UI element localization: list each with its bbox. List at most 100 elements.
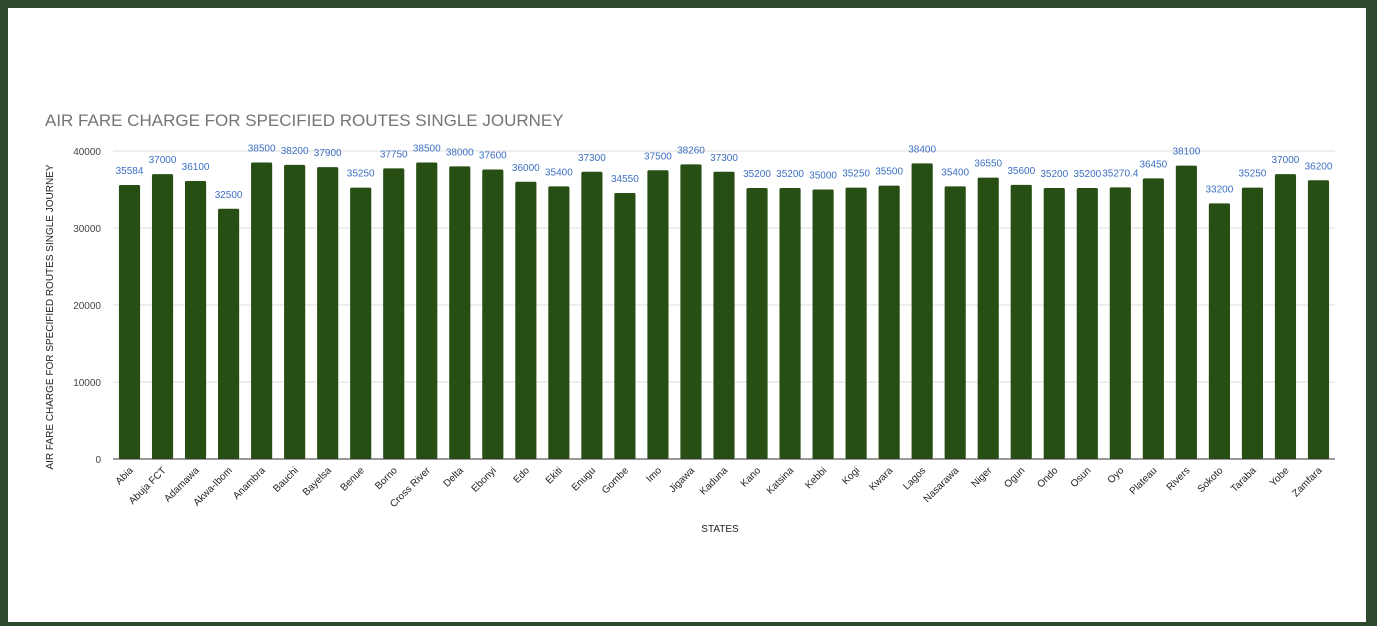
category-label: Imo xyxy=(645,465,665,485)
category-label: Borno xyxy=(373,465,400,492)
data-label: 36100 xyxy=(182,162,210,173)
data-label: 35000 xyxy=(809,171,837,182)
y-tick-label: 10000 xyxy=(73,378,101,389)
bar xyxy=(1208,203,1230,459)
bar xyxy=(911,163,933,459)
data-label: 36000 xyxy=(512,163,540,174)
bar xyxy=(416,162,438,460)
category-label: Osun xyxy=(1069,465,1094,490)
category-label: Anambra xyxy=(231,465,268,502)
bar xyxy=(845,187,867,459)
bar xyxy=(515,181,537,460)
data-label: 36450 xyxy=(1139,159,1167,170)
data-label: 37600 xyxy=(479,150,507,161)
category-label: Sokoto xyxy=(1196,465,1226,495)
data-label: 38100 xyxy=(1172,147,1200,158)
data-label: 35200 xyxy=(1040,169,1068,180)
category-label: Lagos xyxy=(901,465,928,492)
bar xyxy=(482,169,504,460)
chart-frame: AIR FARE CHARGE FOR SPECIFIED ROUTES SIN… xyxy=(6,6,1368,624)
bar xyxy=(449,166,471,459)
data-label: 38260 xyxy=(677,145,705,156)
data-label: 38400 xyxy=(908,144,936,155)
data-label: 35400 xyxy=(941,167,969,178)
chart-title: AIR FARE CHARGE FOR SPECIFIED ROUTES SIN… xyxy=(45,111,564,130)
bar xyxy=(1109,187,1131,460)
data-label: 35250 xyxy=(842,169,870,180)
category-label: Nasarawa xyxy=(922,465,962,505)
data-label: 37000 xyxy=(149,155,177,166)
category-label: Zamfara xyxy=(1291,465,1325,499)
bar xyxy=(251,162,273,460)
data-label: 32500 xyxy=(215,190,243,201)
bar xyxy=(680,164,702,459)
category-label: Rivers xyxy=(1165,465,1193,493)
bar xyxy=(1010,184,1032,459)
bar xyxy=(581,171,603,460)
category-label: Taraba xyxy=(1229,465,1259,495)
bar xyxy=(1043,187,1065,459)
category-label: Bayelsa xyxy=(301,465,334,498)
bar xyxy=(118,185,141,459)
bar-chart: AIR FARE CHARGE FOR SPECIFIED ROUTES SIN… xyxy=(45,111,1335,535)
data-label: 38200 xyxy=(281,146,309,157)
category-label: Ondo xyxy=(1035,465,1060,490)
bar xyxy=(1175,165,1197,459)
bars xyxy=(118,162,1330,460)
data-label: 35584 xyxy=(116,166,144,177)
y-axis-ticks: 0 10000 20000 30000 40000 xyxy=(73,147,101,466)
category-label: Bauchi xyxy=(271,465,300,494)
bar xyxy=(317,167,339,460)
bar xyxy=(614,192,636,459)
bar xyxy=(548,186,570,460)
data-label: 35250 xyxy=(347,169,375,180)
data-label: 37300 xyxy=(710,153,738,164)
category-label: Kebbi xyxy=(803,465,829,491)
category-label: Ebonyi xyxy=(470,465,499,494)
data-label: 38500 xyxy=(248,144,276,155)
data-labels: 35584 37000 36100 32500 38500 38200 37900 35250… xyxy=(116,144,1333,201)
category-label: Kwara xyxy=(867,465,895,493)
data-label: 35600 xyxy=(1007,166,1035,177)
data-label: 35500 xyxy=(875,167,903,178)
data-label: 35200 xyxy=(743,169,771,180)
bar xyxy=(977,177,999,459)
category-label: Edo xyxy=(512,465,533,486)
bar xyxy=(1307,180,1330,459)
data-label: 34550 xyxy=(611,174,639,185)
y-tick-label: 40000 xyxy=(73,147,101,158)
data-label: 36200 xyxy=(1305,161,1333,172)
category-label: Gombe xyxy=(600,465,631,496)
bar xyxy=(1142,178,1164,459)
bar xyxy=(878,185,900,459)
category-label: Kano xyxy=(739,465,764,490)
bar xyxy=(1076,187,1098,459)
bar xyxy=(647,170,669,459)
bar xyxy=(383,168,405,459)
data-label: 33200 xyxy=(1205,184,1233,195)
category-label: Jigawa xyxy=(667,465,697,495)
bar xyxy=(812,189,834,459)
y-axis-title: AIR FARE CHARGE FOR SPECIFIED ROUTES SIN… xyxy=(45,164,56,469)
category-label: Delta xyxy=(442,465,467,490)
y-tick-label: 0 xyxy=(95,455,101,466)
data-label: 35200 xyxy=(776,169,804,180)
data-label: 37300 xyxy=(578,153,606,164)
y-tick-label: 20000 xyxy=(73,301,101,312)
bar xyxy=(746,187,768,459)
category-label: Enugu xyxy=(570,465,598,493)
data-label: 35200 xyxy=(1073,169,1101,180)
category-label: Kogi xyxy=(840,465,862,487)
data-label: 38500 xyxy=(413,144,441,155)
bar xyxy=(151,174,174,459)
bar xyxy=(1274,174,1297,459)
data-label: 35270.4 xyxy=(1102,168,1139,179)
category-label: Katsina xyxy=(765,465,797,497)
category-label: Benue xyxy=(339,465,368,494)
category-label: Yobe xyxy=(1268,465,1292,489)
bar xyxy=(184,181,207,459)
data-label: 35250 xyxy=(1239,169,1267,180)
category-label: Abia xyxy=(114,465,136,487)
category-label: Kaduna xyxy=(698,465,730,497)
